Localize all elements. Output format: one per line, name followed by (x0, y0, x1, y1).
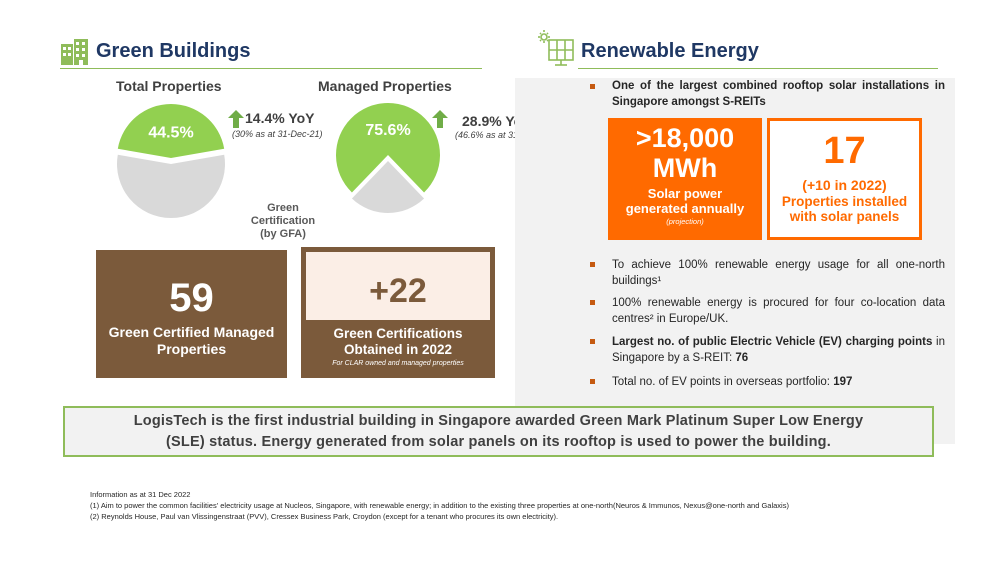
bullet-marker (590, 379, 595, 384)
bullet-data-centres: 100% renewable energy is procured for fo… (612, 297, 945, 325)
solar-panels-count: 17 (823, 130, 866, 172)
bullet-marker (590, 300, 595, 305)
certifications-obtained-note: For CLAR owned and managed properties (332, 360, 464, 367)
solar-panels-sub: (+10 in 2022) (802, 177, 887, 193)
renewable-energy-title: Renewable Energy (581, 40, 759, 62)
bullet-one-north: To achieve 100% renewable energy usage f… (612, 259, 945, 287)
total-prior: (30% as at 31-Dec-21) (232, 129, 323, 139)
footnote-info-date: Information as at 31 Dec 2022 (90, 490, 191, 499)
certified-label: Green Certified Managed Properties (108, 324, 275, 357)
total-properties-label: Total Properties (116, 78, 222, 94)
green-certification-note: Green Certification (by GFA) (250, 202, 316, 240)
pie-percent-label: 44.5% (148, 124, 193, 141)
solar-mwh-box: >18,000 MWh Solar power generated annual… (608, 118, 762, 240)
total-yoy: 14.4% YoY (245, 110, 315, 126)
certifications-obtained-count: +22 (369, 272, 427, 310)
certified-count: 59 (169, 276, 214, 320)
pie-slice-green (117, 104, 225, 158)
solar-panels-box: 17 (+10 in 2022) Properties installed wi… (767, 118, 922, 240)
footnote-1: (1) Aim to power the common facilities' … (90, 501, 789, 510)
renewable-energy-rule (578, 68, 938, 69)
bullet-ev-overseas: Total no. of EV points in overseas portf… (612, 376, 853, 388)
certified-properties-box: 59 Green Certified Managed Properties (96, 250, 287, 378)
solar-mwh-note: (projection) (666, 217, 704, 226)
solar-panels-label: Properties installed with solar panels (781, 194, 908, 224)
pie-slice-remaining (351, 161, 425, 213)
solar-mwh-label: Solar power generated annually (625, 186, 745, 216)
green-buildings-title: Green Buildings (96, 40, 251, 62)
total-properties-pie: 44.5% (117, 104, 225, 218)
certifications-obtained-box: +22 Green Certifications Obtained in 202… (301, 247, 495, 378)
arrow-up-icon (432, 110, 448, 128)
bullet-ev-singapore: Largest no. of public Electric Vehicle (… (612, 336, 945, 364)
pie-slice-remaining (117, 154, 225, 218)
managed-yoy: 28.9% YoY (462, 113, 532, 129)
managed-prior: (46.6% as at 31-Dec-21) (455, 130, 554, 140)
solar-panel-icon (538, 30, 574, 66)
pie-percent-label: 75.6% (365, 122, 410, 139)
certifications-obtained-label: Green Certifications Obtained in 2022 Fo… (301, 320, 495, 378)
arrow-up-icon (228, 110, 244, 128)
building-icon (61, 39, 88, 65)
pie-slice-green (336, 103, 440, 193)
green-buildings-rule (60, 68, 482, 69)
managed-properties-label: Managed Properties (318, 78, 452, 94)
bullet-marker (590, 84, 595, 89)
logistech-banner: LogisTech is the first industrial buildi… (63, 406, 934, 457)
solar-mwh-value: >18,000 (635, 123, 735, 153)
renewable-headline: One of the largest combined rooftop sola… (612, 80, 945, 108)
bullet-marker (590, 262, 595, 267)
footnote-2: (2) Reynolds House, Paul van Vlissingens… (90, 512, 559, 521)
managed-properties-pie: 75.6% (336, 103, 440, 213)
solar-mwh-unit: MWh (652, 153, 718, 183)
bullet-marker (590, 339, 595, 344)
